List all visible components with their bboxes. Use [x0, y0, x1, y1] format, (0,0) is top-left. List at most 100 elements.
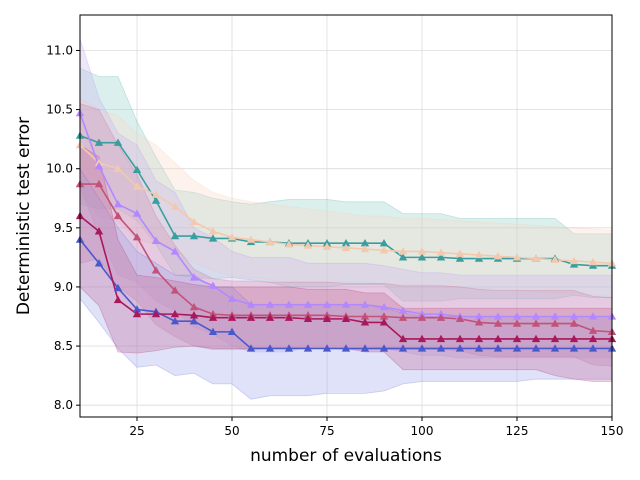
series-1-point — [246, 235, 256, 243]
series-1-point — [531, 254, 541, 262]
series-2-point — [493, 312, 503, 320]
series-4-point — [417, 344, 427, 352]
series-4-point — [569, 344, 579, 352]
series-2-point — [398, 306, 408, 314]
y-tick-label: 9.0 — [54, 280, 73, 294]
y-tick-label: 11.0 — [46, 43, 73, 57]
series-2-band — [80, 38, 612, 359]
series-5-point — [436, 334, 446, 343]
series-4-point — [474, 344, 484, 352]
series-markers — [75, 108, 617, 352]
series-0-point — [94, 138, 104, 146]
series-4-point — [113, 283, 123, 292]
series-2-point — [208, 281, 218, 289]
series-4-point — [512, 344, 522, 352]
series-0-point — [360, 238, 370, 247]
series-5-point — [493, 334, 503, 343]
series-5-point — [341, 314, 351, 323]
series-0-point — [208, 234, 218, 242]
series-1-point — [398, 247, 408, 255]
series-3-point — [588, 326, 598, 334]
series-2-point — [189, 273, 199, 281]
series-5-point — [512, 334, 522, 343]
series-2-point — [113, 199, 123, 208]
series-5-point — [94, 227, 104, 235]
series-2-point — [227, 294, 237, 302]
series-3-point — [113, 211, 123, 220]
series-4-point — [189, 317, 199, 325]
series-1-point — [341, 243, 351, 252]
series-1-point — [417, 247, 427, 255]
series-1-point — [265, 237, 275, 246]
series-3-point — [512, 319, 522, 327]
series-3-point — [474, 318, 484, 326]
series-1-point — [379, 246, 389, 254]
x-tick-label: 50 — [224, 424, 239, 438]
series-1-point — [227, 233, 237, 241]
series-5-point — [170, 309, 180, 318]
series-0-point — [455, 254, 465, 262]
series-3-point — [151, 266, 161, 274]
plot-frame — [79, 14, 613, 418]
series-1-point — [208, 227, 218, 235]
series-1-point — [493, 252, 503, 260]
series-2-point — [303, 300, 313, 308]
series-0-point — [113, 138, 123, 146]
series-3-point — [436, 313, 446, 321]
series-5-point — [531, 334, 541, 343]
series-3-point — [417, 313, 427, 321]
series-5-point — [569, 334, 579, 343]
series-4-point — [379, 344, 389, 352]
series-5-point — [151, 309, 161, 318]
x-tick-label: 100 — [411, 424, 434, 438]
series-5-point — [322, 314, 332, 323]
series-0-point — [151, 196, 161, 204]
series-1-point — [151, 190, 161, 198]
series-2-point — [550, 312, 560, 320]
series-4-point — [94, 259, 104, 267]
series-1-point — [170, 202, 180, 210]
series-1-point — [132, 182, 142, 190]
series-2-point — [512, 312, 522, 320]
x-axis-label: number of evaluations — [250, 446, 442, 466]
series-0-point — [132, 165, 142, 174]
series-1-point — [569, 256, 579, 265]
series-1-point — [322, 242, 332, 250]
series-3-point — [360, 312, 370, 320]
series-0-point — [170, 231, 180, 240]
y-tick-label: 10.0 — [46, 162, 73, 176]
series-5-point — [360, 318, 370, 326]
y-tick-label: 8.5 — [54, 339, 73, 353]
series-5-point — [455, 334, 465, 343]
series-3-point — [170, 286, 180, 294]
series-5-point — [417, 334, 427, 343]
series-3-point — [493, 319, 503, 327]
series-4-point — [531, 344, 541, 352]
series-5-point — [113, 295, 123, 304]
series-0-point — [398, 253, 408, 261]
series-5-point — [132, 309, 142, 318]
x-tick-label: 75 — [319, 424, 334, 438]
x-tick-label: 125 — [506, 424, 529, 438]
series-1-point — [474, 250, 484, 259]
series-0-point — [189, 231, 199, 240]
y-tick-label: 9.5 — [54, 221, 73, 235]
x-axis-ticks: 25 50 75 100 125 150 — [129, 417, 623, 438]
series-4-point — [246, 344, 256, 352]
series-1-point — [360, 244, 370, 253]
series-4-point — [455, 344, 465, 352]
series-4-point — [341, 344, 351, 352]
series-1-point — [550, 255, 560, 263]
series-4-point — [170, 317, 180, 325]
series-3-point — [94, 179, 104, 188]
series-2-point — [379, 302, 389, 311]
series-2-point — [360, 300, 370, 308]
series-5-point — [265, 313, 275, 321]
series-2-point — [588, 312, 598, 320]
series-4-point — [493, 344, 503, 352]
series-0-band — [80, 67, 612, 302]
series-3-band — [80, 103, 612, 367]
series-2-point — [569, 312, 579, 320]
series-4-point — [208, 327, 218, 336]
